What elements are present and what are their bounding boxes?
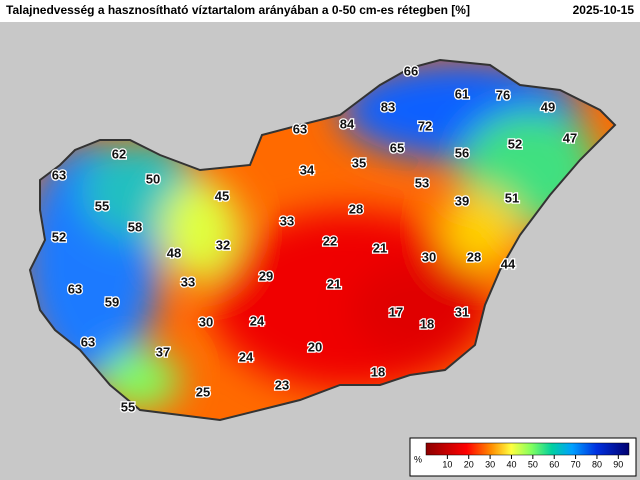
station-value: 20 xyxy=(308,339,322,354)
station-value: 63 xyxy=(293,121,307,136)
station-value: 49 xyxy=(541,99,555,114)
station-value: 29 xyxy=(259,268,273,283)
country-border xyxy=(28,58,617,422)
station-value: 45 xyxy=(215,188,229,203)
station-value: 52 xyxy=(52,229,66,244)
station-value: 83 xyxy=(381,99,395,114)
colorbar-tick-label: 80 xyxy=(592,459,602,469)
date: 2025-10-15 xyxy=(573,3,635,17)
colorbar-tick-label: 90 xyxy=(613,459,623,469)
colorbar-tick-label: 60 xyxy=(549,459,559,469)
station-value: 30 xyxy=(199,314,213,329)
station-value: 21 xyxy=(327,276,341,291)
station-value: 59 xyxy=(105,294,119,309)
station-value: 25 xyxy=(196,384,210,399)
station-value: 76 xyxy=(496,87,510,102)
station-value: 34 xyxy=(300,162,315,177)
station-value: 62 xyxy=(112,146,126,161)
station-value: 24 xyxy=(239,349,254,364)
station-value: 72 xyxy=(418,118,432,133)
station-value: 58 xyxy=(128,219,142,234)
colorbar xyxy=(425,442,630,456)
title: Talajnedvesség a hasznosítható víztartal… xyxy=(6,3,470,17)
station-value: 33 xyxy=(280,213,294,228)
station-value: 65 xyxy=(390,140,404,155)
station-value: 22 xyxy=(323,233,337,248)
station-value: 66 xyxy=(404,63,418,78)
colorbar-tick-label: 10 xyxy=(442,459,452,469)
colorbar-unit: % xyxy=(414,454,422,464)
station-value: 18 xyxy=(371,364,385,379)
colorbar-tick-label: 30 xyxy=(485,459,495,469)
station-value: 50 xyxy=(146,171,160,186)
station-value: 17 xyxy=(389,304,403,319)
station-value: 44 xyxy=(501,256,516,271)
station-value: 24 xyxy=(250,313,265,328)
station-value: 63 xyxy=(52,167,66,182)
header-bar xyxy=(0,0,640,22)
station-value: 39 xyxy=(455,193,469,208)
labels: 66 61 76 49 83 84 72 63 65 56 52 47 62 34 35 63 50 53 45 55… xyxy=(51,62,579,416)
station-value: 30 xyxy=(422,249,436,264)
station-value: 61 xyxy=(455,86,469,101)
station-value: 55 xyxy=(95,198,109,213)
station-value: 47 xyxy=(563,130,577,145)
station-value: 63 xyxy=(68,281,82,296)
station-value: 21 xyxy=(373,240,387,255)
station-value: 31 xyxy=(455,304,469,319)
station-value: 56 xyxy=(455,145,469,160)
station-value: 28 xyxy=(467,249,481,264)
station-value: 28 xyxy=(349,201,363,216)
station-value: 53 xyxy=(415,175,429,190)
station-value: 63 xyxy=(81,334,95,349)
station-value: 51 xyxy=(505,190,519,205)
station-value: 37 xyxy=(156,344,170,359)
station-value: 23 xyxy=(275,377,289,392)
colorbar-tick-label: 20 xyxy=(464,459,474,469)
station-value: 55 xyxy=(121,399,135,414)
station-value: 84 xyxy=(340,116,355,131)
colorbar-tick-label: 50 xyxy=(528,459,538,469)
station-value: 48 xyxy=(167,245,181,260)
station-value: 33 xyxy=(181,274,195,289)
station-value: 52 xyxy=(508,136,522,151)
station-value: 18 xyxy=(420,316,434,331)
colorbar-tick-label: 70 xyxy=(571,459,581,469)
colorbar-tick-label: 40 xyxy=(506,459,516,469)
station-value: 35 xyxy=(352,155,366,170)
station-value: 32 xyxy=(216,237,230,252)
